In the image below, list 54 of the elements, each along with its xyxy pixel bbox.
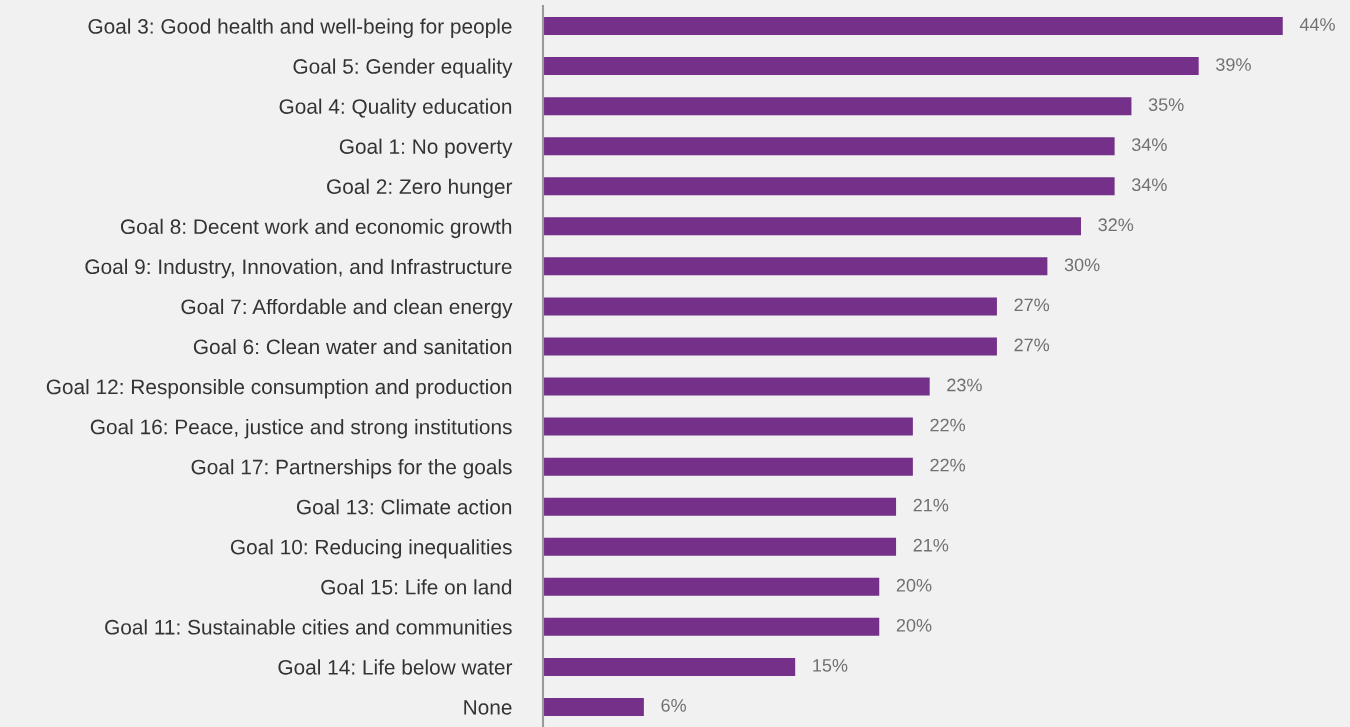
y-tick-label: Goal 12: Responsible consumption and production [46,378,512,399]
data-label: 27% [1014,298,1050,312]
y-tick-label: Goal 5: Gender equality [293,58,513,78]
bar [543,657,796,676]
bar [543,457,913,476]
bar [543,57,1199,76]
y-tick-label: Goal 7: Affordable and clean energy [181,298,513,319]
bar [543,577,880,596]
bar [543,377,930,396]
data-label: 34% [1131,178,1167,192]
data-label: 27% [1014,338,1050,352]
y-tick-label: Goal 8: Decent work and economic growth [120,218,512,239]
bar [543,97,1132,116]
y-tick-label: Goal 17: Partnerships for the goals [191,459,512,479]
bar [543,497,897,516]
y-tick-label: Goal 3: Good health and well-being for people [88,18,512,38]
y-tick-label: Goal 2: Zero hunger [327,178,513,199]
data-label: 15% [813,659,848,672]
bar [543,257,1048,276]
bar [543,417,913,436]
bar [543,537,897,556]
data-label: 34% [1131,138,1167,152]
data-label: 30% [1064,258,1100,272]
data-label: 22% [930,418,966,432]
data-label: 20% [896,618,932,632]
bar [543,17,1283,36]
data-label: 23% [947,378,982,392]
bar [543,697,644,716]
data-label: 21% [913,498,949,512]
y-tick-label: Goal 1: No poverty [339,138,513,159]
bar [543,217,1081,236]
y-tick-label: Goal 15: Life on land [321,579,512,595]
data-label: 44% [1299,18,1335,31]
bar [543,617,880,636]
y-tick-label: Goal 14: Life below water [278,659,513,675]
y-tick-label: None [464,700,512,715]
y-tick-label: Goal 16: Peace, justice and strong institutions [90,419,512,439]
data-label: 35% [1148,98,1184,111]
data-label: 32% [1098,218,1134,232]
data-label: 6% [661,699,686,712]
bar [543,337,997,356]
bar [543,137,1115,156]
y-tick-label: Goal 13: Climate action [296,499,512,515]
bar [543,177,1115,196]
data-label: 20% [896,578,932,592]
y-tick-label: Goal 6: Clean water and sanitation [193,338,512,355]
y-tick-label: Goal 10: Reducing inequalities [230,539,512,559]
bar [543,297,997,316]
data-label: 22% [930,458,966,472]
data-label: 21% [913,538,949,552]
y-tick-label: Goal 11: Sustainable cities and communities [105,619,512,635]
y-tick-label: Goal 4: Quality education [279,98,512,119]
data-label: 39% [1216,58,1251,71]
y-tick-label: Goal 9: Industry, Innovation, and Infrastructure [85,258,512,279]
